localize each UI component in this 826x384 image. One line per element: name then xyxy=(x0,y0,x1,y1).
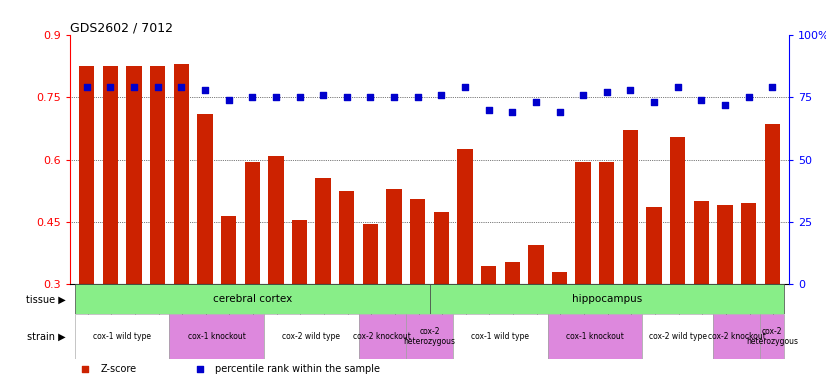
Text: cox-1 wild type: cox-1 wild type xyxy=(93,332,151,341)
Point xyxy=(577,91,590,98)
Bar xyxy=(79,66,94,285)
Bar xyxy=(264,314,358,359)
Text: cox-1 wild type: cox-1 wild type xyxy=(472,332,529,341)
Text: hippocampus: hippocampus xyxy=(572,295,642,305)
Text: cerebral cortex: cerebral cortex xyxy=(212,295,292,305)
Bar xyxy=(169,314,264,359)
Point xyxy=(245,94,259,100)
Text: percentile rank within the sample: percentile rank within the sample xyxy=(216,364,380,374)
Point xyxy=(316,91,330,98)
Bar xyxy=(410,199,425,285)
Bar xyxy=(102,66,118,285)
Point xyxy=(104,84,117,90)
Text: GDS2602 / 7012: GDS2602 / 7012 xyxy=(70,22,173,35)
Bar xyxy=(713,314,761,359)
Bar xyxy=(221,216,236,285)
Bar xyxy=(197,114,212,285)
Bar xyxy=(316,178,331,285)
Point xyxy=(269,94,282,100)
Point xyxy=(719,101,732,108)
Point xyxy=(482,106,496,113)
Bar xyxy=(458,149,472,285)
Bar xyxy=(548,314,643,359)
Point xyxy=(193,366,206,372)
Point xyxy=(458,84,472,90)
Point xyxy=(293,94,306,100)
Text: cox-2
heterozygous: cox-2 heterozygous xyxy=(746,327,798,346)
Bar xyxy=(717,205,733,285)
Point xyxy=(222,96,235,103)
Point xyxy=(363,94,377,100)
Point xyxy=(601,89,614,95)
Bar xyxy=(576,162,591,285)
Point xyxy=(742,94,755,100)
Bar xyxy=(75,314,169,359)
Point xyxy=(78,366,91,372)
Point xyxy=(624,86,637,93)
Bar xyxy=(126,66,142,285)
Bar xyxy=(339,191,354,285)
Text: tissue ▶: tissue ▶ xyxy=(26,295,66,305)
Bar xyxy=(643,314,713,359)
Point xyxy=(695,96,708,103)
Bar xyxy=(599,162,615,285)
Text: cox-1 knockout: cox-1 knockout xyxy=(188,332,245,341)
Text: cox-2 wild type: cox-2 wild type xyxy=(282,332,340,341)
Bar xyxy=(244,162,260,285)
Bar xyxy=(292,220,307,285)
Point xyxy=(553,109,566,115)
Bar xyxy=(694,201,709,285)
Point xyxy=(766,84,779,90)
Text: cox-2 knockout: cox-2 knockout xyxy=(708,332,766,341)
Point xyxy=(151,84,164,90)
Bar xyxy=(150,66,165,285)
Bar xyxy=(552,272,567,285)
Point xyxy=(411,94,425,100)
Point xyxy=(671,84,684,90)
Text: cox-1 knockout: cox-1 knockout xyxy=(566,332,624,341)
Point xyxy=(434,91,448,98)
Bar xyxy=(173,64,189,285)
Bar xyxy=(505,262,520,285)
Bar xyxy=(268,156,283,285)
Bar xyxy=(434,212,449,285)
Bar xyxy=(363,224,378,285)
Point xyxy=(506,109,519,115)
Point xyxy=(340,94,354,100)
Bar xyxy=(741,203,757,285)
Bar xyxy=(528,245,544,285)
Point xyxy=(387,94,401,100)
Bar xyxy=(453,314,548,359)
Point xyxy=(80,84,93,90)
Bar xyxy=(761,314,784,359)
Point xyxy=(175,84,188,90)
Text: cox-2 knockout: cox-2 knockout xyxy=(354,332,411,341)
Point xyxy=(198,86,211,93)
Bar xyxy=(75,285,430,314)
Bar xyxy=(406,314,453,359)
Bar xyxy=(481,266,496,285)
Point xyxy=(529,99,543,105)
Bar xyxy=(765,124,780,285)
Bar xyxy=(358,314,406,359)
Bar xyxy=(623,130,638,285)
Bar xyxy=(670,137,686,285)
Bar xyxy=(387,189,401,285)
Text: strain ▶: strain ▶ xyxy=(27,332,66,342)
Bar xyxy=(647,207,662,285)
Bar xyxy=(430,285,784,314)
Text: cox-2 wild type: cox-2 wild type xyxy=(648,332,707,341)
Point xyxy=(648,99,661,105)
Point xyxy=(127,84,140,90)
Text: Z-score: Z-score xyxy=(101,364,136,374)
Text: cox-2
heterozygous: cox-2 heterozygous xyxy=(404,327,455,346)
